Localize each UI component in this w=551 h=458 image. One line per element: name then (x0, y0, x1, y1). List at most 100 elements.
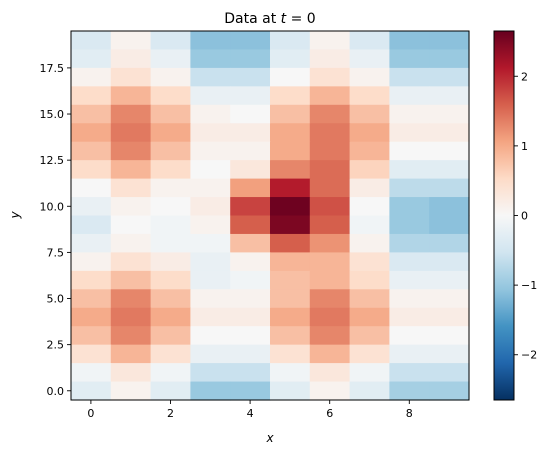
heatmap-cell (349, 104, 390, 124)
heatmap-cell (71, 233, 112, 253)
heatmap-cell (270, 141, 311, 161)
heatmap-cell (270, 215, 311, 235)
heatmap-cell (309, 67, 351, 87)
y-tick-label: 15.0 (40, 108, 65, 121)
heatmap-cell (190, 160, 231, 180)
heatmap-cell (71, 252, 112, 272)
heatmap-cell (389, 381, 430, 401)
colorbar (494, 31, 514, 400)
heatmap-cell (71, 215, 112, 235)
heatmap-cell (150, 381, 191, 401)
heatmap-cell (230, 252, 271, 272)
heatmap-cell (230, 67, 271, 87)
heatmap-cell (110, 307, 152, 327)
heatmap-cell (349, 178, 390, 198)
heatmap-cell (110, 215, 152, 235)
heatmap-cell (309, 344, 351, 364)
y-tick-label: 5.0 (47, 293, 65, 306)
heatmap-cell (309, 307, 351, 327)
heatmap-cell (270, 363, 311, 383)
heatmap-cell (349, 326, 390, 346)
heatmap-cells (71, 31, 470, 401)
heatmap-cell (110, 270, 152, 290)
heatmap-cell (309, 160, 351, 180)
heatmap-cell (309, 104, 351, 124)
heatmap-cell (429, 104, 470, 124)
heatmap-cell (230, 86, 271, 106)
heatmap-cell (309, 197, 351, 217)
heatmap-cell (110, 49, 152, 69)
heatmap-cell (110, 252, 152, 272)
heatmap-cell (190, 123, 231, 143)
heatmap-cell (150, 49, 191, 69)
heatmap-cell (270, 178, 311, 198)
heatmap-cell (230, 197, 271, 217)
heatmap-cell (150, 252, 191, 272)
heatmap-cell (389, 270, 430, 290)
heatmap-cell (270, 67, 311, 87)
heatmap-cell (190, 31, 231, 51)
heatmap-cell (309, 49, 351, 69)
heatmap-cell (349, 233, 390, 253)
heatmap-cell (389, 233, 430, 253)
heatmap-cell (309, 123, 351, 143)
heatmap-cell (270, 326, 311, 346)
heatmap-cell (270, 252, 311, 272)
heatmap-cell (110, 197, 152, 217)
heatmap-cell (270, 197, 311, 217)
heatmap-cell (349, 344, 390, 364)
heatmap-cell (429, 123, 470, 143)
heatmap-cell (429, 381, 470, 401)
heatmap-cell (429, 197, 470, 217)
heatmap-cell (429, 215, 470, 235)
heatmap-cell (190, 363, 231, 383)
heatmap-cell (230, 381, 271, 401)
heatmap-cell (270, 344, 311, 364)
heatmap-cell (230, 160, 271, 180)
heatmap-cell (71, 67, 112, 87)
heatmap-cell (389, 49, 430, 69)
heatmap-cell (110, 67, 152, 87)
heatmap-cell (309, 31, 351, 51)
heatmap-cell (230, 178, 271, 198)
heatmap-cell (190, 233, 231, 253)
y-tick-label: 2.5 (47, 339, 65, 352)
heatmap-cell (389, 197, 430, 217)
x-tick-label: 4 (247, 407, 254, 420)
heatmap-cell (71, 104, 112, 124)
heatmap-cell (71, 307, 112, 327)
heatmap-cell (429, 289, 470, 309)
heatmap-cell (270, 49, 311, 69)
heatmap-cell (71, 363, 112, 383)
y-tick-label: 7.5 (47, 246, 65, 259)
heatmap-cell (230, 123, 271, 143)
heatmap-cell (150, 326, 191, 346)
heatmap-cell (270, 104, 311, 124)
heatmap-cell (429, 233, 470, 253)
heatmap-cell (190, 86, 231, 106)
heatmap-cell (190, 344, 231, 364)
heatmap-cell (230, 270, 271, 290)
heatmap-cell (429, 141, 470, 161)
x-tick-label: 8 (406, 407, 413, 420)
heatmap-cell (349, 252, 390, 272)
y-tick-label: 0.0 (47, 385, 65, 398)
heatmap-cell (270, 381, 311, 401)
heatmap-cell (389, 252, 430, 272)
axes-frame (70, 30, 470, 401)
heatmap-cell (150, 344, 191, 364)
heatmap-cell (190, 270, 231, 290)
heatmap-cell (270, 307, 311, 327)
x-tick-label: 2 (167, 407, 174, 420)
heatmap-cell (429, 160, 470, 180)
heatmap-cell (389, 123, 430, 143)
heatmap-cell (71, 178, 112, 198)
heatmap-cell (190, 197, 231, 217)
heatmap-cell (71, 160, 112, 180)
heatmap-cell (71, 289, 112, 309)
heatmap-cell (71, 86, 112, 106)
heatmap-cell (309, 141, 351, 161)
heatmap-cell (389, 141, 430, 161)
heatmap-cell (389, 178, 430, 198)
heatmap-cell (150, 215, 191, 235)
